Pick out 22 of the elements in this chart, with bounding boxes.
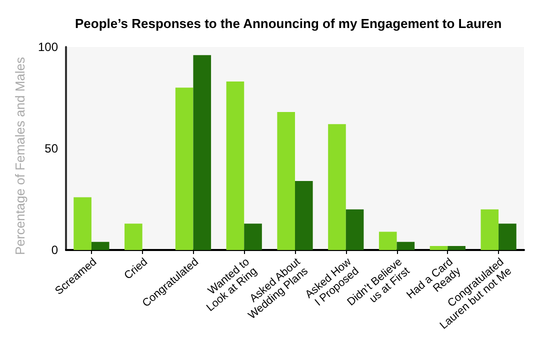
bar — [346, 209, 364, 250]
chart-title: People’s Responses to the Announcing of my Engagement to Lauren — [75, 16, 502, 31]
bar — [74, 197, 92, 250]
y-tick-label: 100 — [38, 40, 58, 54]
bar — [91, 242, 110, 250]
bar — [277, 112, 295, 250]
bar — [226, 82, 244, 250]
bar — [378, 232, 397, 250]
bar — [430, 246, 448, 250]
bar — [396, 242, 415, 250]
bar — [175, 88, 194, 250]
bar — [480, 209, 499, 250]
bar — [328, 124, 346, 250]
y-tick-label: 50 — [44, 142, 58, 156]
bar — [193, 55, 212, 250]
bar — [448, 246, 466, 250]
bar — [244, 224, 262, 250]
bar — [295, 180, 313, 250]
y-axis-title: Percentage of Females and Males — [12, 56, 28, 255]
bar — [498, 224, 516, 250]
bar — [124, 224, 142, 250]
y-tick-label: 0 — [51, 243, 58, 257]
